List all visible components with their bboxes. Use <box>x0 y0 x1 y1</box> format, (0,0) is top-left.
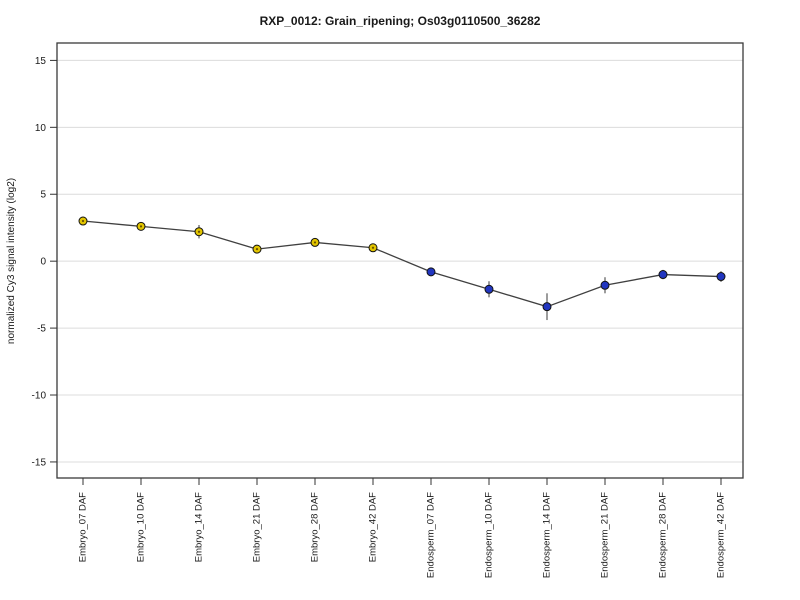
x-tick-label: Embryo_07 DAF <box>78 492 89 562</box>
x-tick-label: Embryo_21 DAF <box>252 492 263 562</box>
data-point-center-dot <box>197 230 201 233</box>
data-series <box>78 216 726 321</box>
y-tick-label: 0 <box>40 257 46 268</box>
y-tick-label: 15 <box>35 56 47 67</box>
x-tick-label: Embryo_28 DAF <box>310 492 321 562</box>
y-axis-title: normalized Cy3 signal intensity (log2) <box>6 178 17 344</box>
data-point <box>426 267 436 277</box>
data-point-center-dot <box>313 241 317 244</box>
x-tick-label: Endosperm_14 DAF <box>542 492 553 578</box>
gridlines <box>57 59 743 463</box>
y-tick-label: -5 <box>37 324 46 335</box>
x-tick-label: Embryo_10 DAF <box>136 492 147 562</box>
data-point-center-dot <box>371 246 375 249</box>
x-tick-label: Embryo_42 DAF <box>368 492 379 562</box>
data-point <box>658 270 668 280</box>
x-tick-label: Endosperm_07 DAF <box>426 492 437 578</box>
y-tick-label: 10 <box>35 123 47 134</box>
data-point-center-dot <box>139 225 143 228</box>
data-point <box>484 284 494 294</box>
data-point-center-dot <box>255 248 259 251</box>
y-tick-label: -10 <box>32 391 47 402</box>
x-tick-label: Endosperm_28 DAF <box>658 492 669 578</box>
data-point <box>716 272 726 282</box>
y-tick-label: 5 <box>40 190 46 201</box>
data-point <box>600 280 610 290</box>
chart-title: RXP_0012: Grain_ripening; Os03g0110500_3… <box>260 14 541 28</box>
axes: 15 10 5 0 -5 -10 -15 Embryo_07 DAF Embryo_10 DAF… <box>32 42 744 578</box>
series-line <box>82 220 722 308</box>
y-tick-label: -15 <box>32 457 47 468</box>
x-tick-label: Embryo_14 DAF <box>194 492 205 562</box>
plot-border <box>56 42 744 479</box>
x-tick-label: Endosperm_21 DAF <box>600 492 611 578</box>
x-tick-label: Endosperm_42 DAF <box>716 492 727 578</box>
data-point-center-dot <box>81 219 85 223</box>
x-tick-label: Endosperm_10 DAF <box>484 492 495 578</box>
data-point <box>542 302 552 312</box>
